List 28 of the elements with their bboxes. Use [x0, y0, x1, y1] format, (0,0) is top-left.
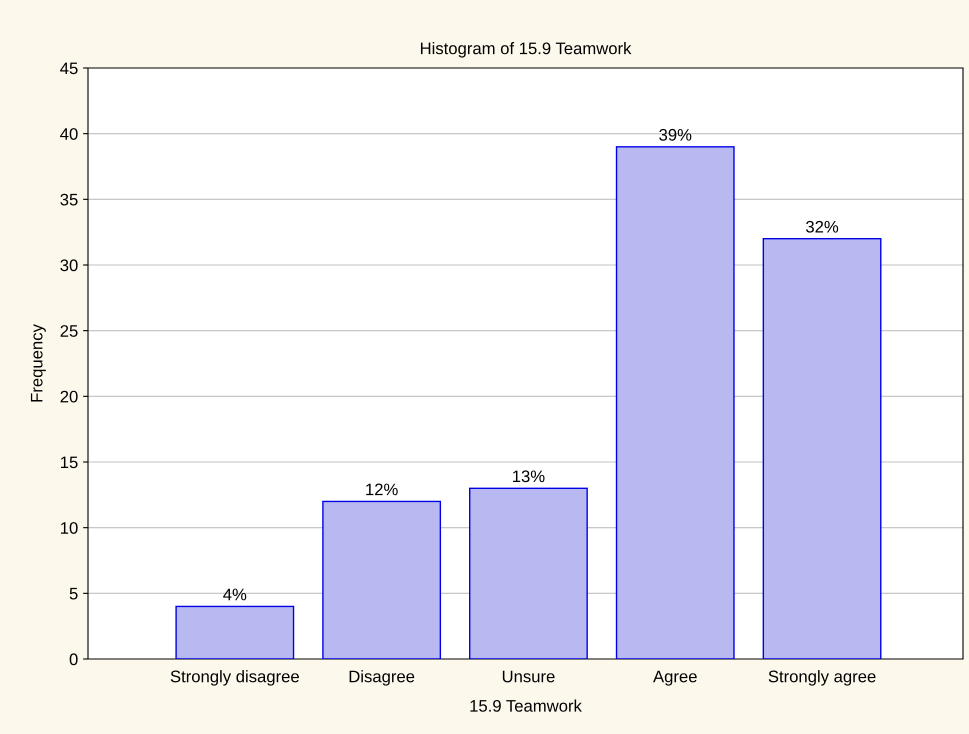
data-label: 12%	[366, 484, 398, 496]
bar	[616, 146, 735, 659]
y-tick-label: 25	[60, 325, 78, 337]
bar	[322, 500, 442, 659]
bar	[469, 488, 588, 659]
x-tick-label: Agree	[653, 670, 697, 686]
x-tick-label: Strongly disagree	[170, 670, 299, 686]
y-tick-label: 20	[60, 390, 78, 403]
y-tick-label: 40	[60, 128, 78, 140]
data-label: 4%	[223, 588, 246, 600]
y-tick-label: 0	[70, 653, 78, 666]
chart-title: Histogram of 15.9 Teamwork	[420, 42, 632, 58]
y-tick-label: 45	[60, 62, 78, 74]
y-tick-label: 5	[70, 588, 78, 600]
data-label: 39%	[659, 128, 692, 141]
x-tick-label: Strongly agree	[768, 670, 876, 686]
bar	[762, 238, 882, 659]
x-axis-title: 15.9 Teamwork	[470, 700, 582, 712]
y-tick-label: 30	[60, 259, 78, 272]
bar	[175, 606, 294, 659]
y-tick-label: 35	[60, 194, 78, 206]
x-tick-label: Disagree	[350, 670, 414, 686]
data-label: 32%	[806, 220, 838, 233]
x-tick-label: Unsure	[502, 670, 555, 682]
y-tick-label: 10	[61, 522, 78, 534]
y-axis-title: Frequency	[30, 324, 46, 402]
y-tick-label: 15	[61, 456, 78, 468]
data-label: 13%	[513, 470, 545, 482]
